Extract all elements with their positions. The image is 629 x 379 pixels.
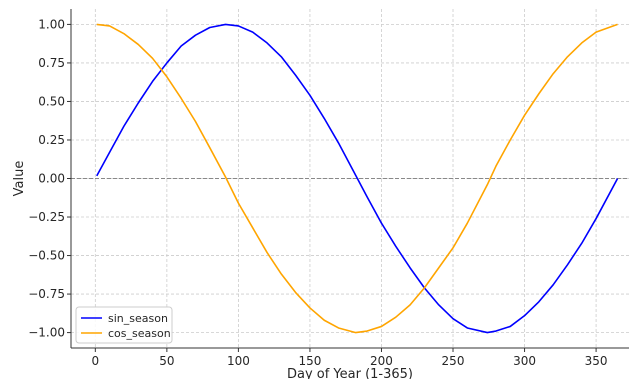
x-tick-label: 250 (442, 354, 465, 368)
legend-label-cos-season: cos_season (108, 327, 171, 340)
x-axis-label: Day of Year (1-365) (287, 367, 413, 379)
y-tick-label: 0.00 (38, 172, 65, 186)
y-tick-label: −0.50 (28, 249, 65, 263)
y-tick-label: 0.75 (38, 56, 65, 70)
legend-box (75, 306, 173, 344)
y-tick-label: −0.75 (28, 287, 65, 301)
legend: sin_season cos_season (75, 306, 173, 344)
y-tick-label: 1.00 (38, 17, 65, 31)
tick-labels: 0 50 100 150 200 250 300 350 −1.00 −0.75 −0.50 −0.2… (28, 17, 607, 368)
y-tick-label: −1.00 (28, 326, 65, 340)
x-tick-label: 50 (159, 354, 174, 368)
x-tick-label: 0 (92, 354, 100, 368)
y-tick-label: −0.25 (28, 210, 65, 224)
y-tick-label: 0.50 (38, 94, 65, 108)
x-tick-label: 150 (298, 354, 321, 368)
series-layer (96, 23, 619, 334)
x-tick-label: 350 (585, 354, 608, 368)
x-tick-label: 200 (370, 354, 393, 368)
x-tick-label: 100 (227, 354, 250, 368)
series-line-sin-season (96, 23, 619, 334)
y-tick-label: 0.25 (38, 133, 65, 147)
y-axis-label: Value (12, 161, 27, 197)
x-tick-label: 300 (513, 354, 536, 368)
legend-label-sin-season: sin_season (108, 312, 168, 325)
series-line-cos-season (96, 23, 618, 334)
